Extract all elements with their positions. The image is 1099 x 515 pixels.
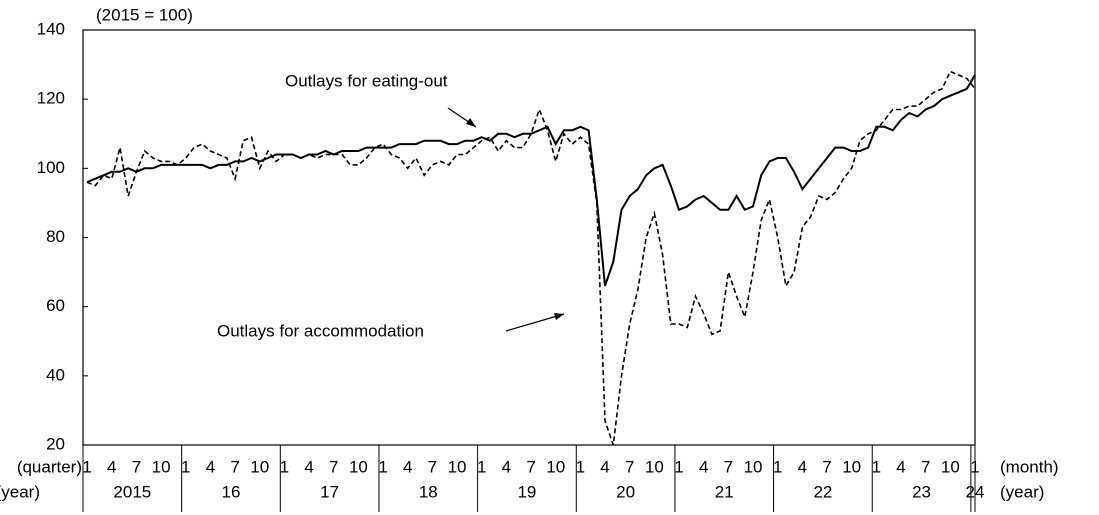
x-tick-label: 4: [502, 457, 511, 476]
x-tick-label: 7: [526, 457, 535, 476]
arrow-head: [554, 313, 564, 320]
x-tick-label: 10: [349, 457, 368, 476]
x-tick-label: 4: [798, 457, 807, 476]
x-tick-label: 4: [896, 457, 905, 476]
x-tick-label: 4: [107, 457, 116, 476]
x-tick-label: 4: [699, 457, 708, 476]
year-label: 19: [517, 482, 536, 501]
x-tick-label: 10: [941, 457, 960, 476]
x-tick-label: 7: [822, 457, 831, 476]
x-tick-label: 10: [645, 457, 664, 476]
x-tick-label: 10: [152, 457, 171, 476]
year-label: 16: [222, 482, 241, 501]
x-tick-label: 1: [280, 457, 289, 476]
x-tick-label: 10: [250, 457, 269, 476]
annotation: Outlays for accommodation: [217, 321, 424, 340]
line: [86, 70, 976, 446]
x-tick-label: 1: [872, 457, 881, 476]
x-tick-label: 7: [428, 457, 437, 476]
year-label: 22: [813, 482, 832, 501]
year-label: 17: [320, 482, 339, 501]
plot-frame: [82, 29, 976, 446]
x-tick-label: 7: [230, 457, 239, 476]
x-tick-label: 1: [674, 457, 683, 476]
x-tick-label: 4: [304, 457, 313, 476]
left-year-label: (year): [0, 482, 40, 501]
y-tick-label: 140: [37, 19, 65, 38]
x-tick-label: 10: [546, 457, 565, 476]
line: [86, 74, 976, 287]
x-tick-label: 7: [921, 457, 930, 476]
x-tick-label: 4: [206, 457, 215, 476]
y-tick-label: 120: [37, 89, 65, 108]
year-label: 21: [715, 482, 734, 501]
x-tick-label: 10: [744, 457, 763, 476]
x-unit-label: (month): [1000, 457, 1059, 476]
year-label: 20: [616, 482, 635, 501]
x-tick-label: 7: [724, 457, 733, 476]
annotation: Outlays for eating-out: [285, 71, 448, 90]
x-tick-label: 7: [329, 457, 338, 476]
x-tick-label: 1: [378, 457, 387, 476]
x-tick-label: 1: [477, 457, 486, 476]
y-tick-label: 80: [46, 227, 65, 246]
year-label: 2015: [113, 482, 151, 501]
year-unit-label: (year): [1000, 482, 1044, 501]
x-tick-label: 1: [773, 457, 782, 476]
left-unit-label: (quarter): [17, 457, 82, 476]
x-tick-label: 1: [82, 457, 91, 476]
arrow-head: [466, 118, 476, 127]
y-tick-label: 20: [46, 434, 65, 453]
x-tick-label: 4: [403, 457, 412, 476]
y-tick-label: 60: [46, 296, 65, 315]
x-tick-label: 1: [181, 457, 190, 476]
x-tick-label: 7: [625, 457, 634, 476]
year-label: 18: [419, 482, 438, 501]
y-tick-label: 40: [46, 365, 65, 384]
y-tick-label: 100: [37, 158, 65, 177]
year-label: 23: [912, 482, 931, 501]
arrow: [505, 313, 565, 332]
x-tick-label: 7: [132, 457, 141, 476]
x-tick-label: 10: [448, 457, 467, 476]
subtitle: (2015 = 100): [96, 5, 193, 24]
x-tick-label: 4: [600, 457, 609, 476]
x-tick-label: 1: [576, 457, 585, 476]
x-tick-label: 10: [842, 457, 861, 476]
